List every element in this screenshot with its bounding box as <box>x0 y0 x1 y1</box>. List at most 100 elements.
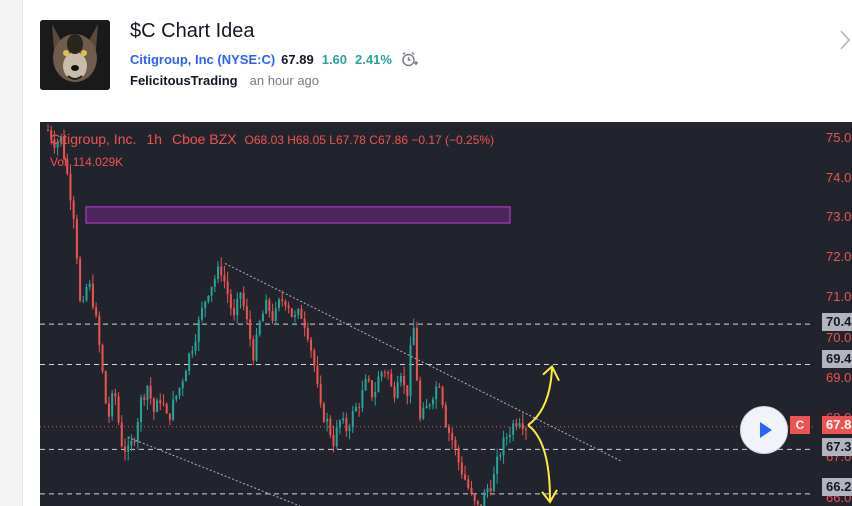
symbol-line: Citigroup, Inc (NYSE:C) 67.89 1.60 2.41% <box>130 50 418 71</box>
price-axis[interactable]: 75.0 74.0 73.0 72.0 71.0 70.0 69.0 68.0 … <box>814 122 852 506</box>
candle <box>406 385 409 396</box>
candle <box>47 130 49 132</box>
y-tick-label: 73.0 <box>826 209 852 224</box>
candle <box>473 493 476 501</box>
candle <box>464 474 467 480</box>
candle <box>191 350 194 354</box>
candle <box>483 492 486 506</box>
author-avatar[interactable] <box>40 20 110 90</box>
candle <box>512 423 515 435</box>
candle <box>390 373 393 387</box>
candle <box>326 418 329 422</box>
candle <box>56 141 59 148</box>
symbol-link[interactable]: Citigroup, Inc (NYSE:C) <box>130 51 276 67</box>
candle <box>303 318 306 328</box>
legend-exchange: Cboe BZX <box>171 131 237 147</box>
candle <box>172 399 175 420</box>
candle <box>236 298 239 316</box>
candle <box>393 386 396 398</box>
play-button[interactable] <box>740 406 788 454</box>
candle <box>319 383 322 404</box>
next-chevron-icon[interactable] <box>838 28 852 52</box>
resistance-zone <box>85 206 511 224</box>
candle <box>387 372 390 374</box>
candle <box>480 504 483 506</box>
candle <box>358 406 361 408</box>
y-tick-label: 69.0 <box>826 370 852 385</box>
candle <box>88 283 91 288</box>
price-change-percent: 2.41% <box>355 51 392 67</box>
candle <box>220 266 223 276</box>
candle <box>107 403 110 417</box>
candle <box>72 200 75 219</box>
y-tick-label: 70.0 <box>826 330 852 345</box>
candle <box>467 479 470 488</box>
candle <box>261 313 264 322</box>
candle <box>181 381 184 388</box>
candle <box>313 350 316 366</box>
candle <box>508 434 511 438</box>
candle <box>518 423 521 427</box>
candle <box>425 406 428 409</box>
candle <box>59 136 62 142</box>
candle <box>66 158 69 174</box>
candle <box>284 301 287 306</box>
candle <box>496 456 499 475</box>
price-chart[interactable] <box>40 122 852 506</box>
candle <box>332 434 335 447</box>
candle <box>229 294 232 309</box>
candle <box>277 299 280 309</box>
candle <box>184 370 187 382</box>
candle <box>435 386 438 400</box>
candle <box>117 396 120 423</box>
candle <box>159 400 162 404</box>
candle <box>499 455 502 457</box>
candle <box>306 327 309 340</box>
candle <box>95 307 98 316</box>
candle <box>200 308 203 320</box>
price-change: 1.60 <box>321 51 348 67</box>
candle <box>399 375 402 383</box>
candle <box>226 281 229 295</box>
candle <box>457 447 460 463</box>
candle <box>300 308 303 319</box>
candle <box>377 376 380 393</box>
candle <box>374 392 377 398</box>
candle <box>396 382 399 398</box>
candle <box>338 420 341 428</box>
candle <box>316 365 319 384</box>
candle <box>489 488 492 492</box>
candle <box>249 319 252 340</box>
wolf-avatar-icon <box>40 20 110 90</box>
candle <box>348 427 351 432</box>
candle <box>525 429 527 431</box>
y-tick-label: 75.0 <box>826 130 852 145</box>
candle <box>448 427 451 433</box>
candle <box>239 292 242 299</box>
y-tick-label: 74.0 <box>826 170 852 185</box>
candle <box>101 344 104 372</box>
level-label-67-3: 67.3 <box>822 438 852 456</box>
candle <box>329 418 332 435</box>
candle <box>294 314 297 317</box>
candle <box>415 327 418 381</box>
author-name[interactable]: FelicitousTrading <box>130 73 238 88</box>
candle <box>441 387 444 406</box>
publish-time: an hour ago <box>249 73 320 88</box>
volume-legend: Vol 114.029K <box>50 155 123 169</box>
descending-trendline <box>224 263 623 462</box>
candle <box>255 334 258 361</box>
idea-title: $C Chart Idea <box>130 20 255 42</box>
candle <box>351 411 354 428</box>
candle <box>310 339 313 351</box>
play-icon <box>760 422 772 438</box>
candle <box>233 308 236 316</box>
left-side-strip <box>0 0 23 506</box>
chart-container[interactable]: Citigroup, Inc. 1h Cboe BZX O68.03 H68.05 L… <box>40 122 852 506</box>
alarm-clock-plus-icon[interactable] <box>400 50 418 71</box>
candle <box>361 390 364 408</box>
candle <box>146 385 149 400</box>
candle <box>245 306 248 320</box>
candle <box>114 393 117 397</box>
bullish-arrow-head <box>542 364 560 382</box>
